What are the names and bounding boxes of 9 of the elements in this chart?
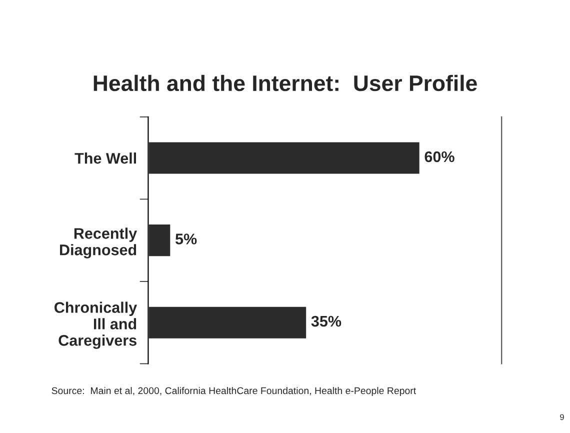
source-note: Source: Main et al, 2000, California HealthCare Foundation, Health e-People Report bbox=[52, 386, 416, 396]
chart-title: Health and the Internet: User Profile bbox=[94, 74, 477, 92]
text: 9 bbox=[560, 414, 564, 420]
y-tick-label: Recently Diagnosed bbox=[60, 228, 138, 258]
data-label: 35% bbox=[311, 316, 342, 327]
data-label: 5% bbox=[175, 234, 197, 244]
data-label: 60% bbox=[424, 151, 454, 162]
y-tick-label: Chronically Ill and Caregivers bbox=[54, 302, 138, 349]
y-tick-label: The Well bbox=[74, 152, 136, 164]
